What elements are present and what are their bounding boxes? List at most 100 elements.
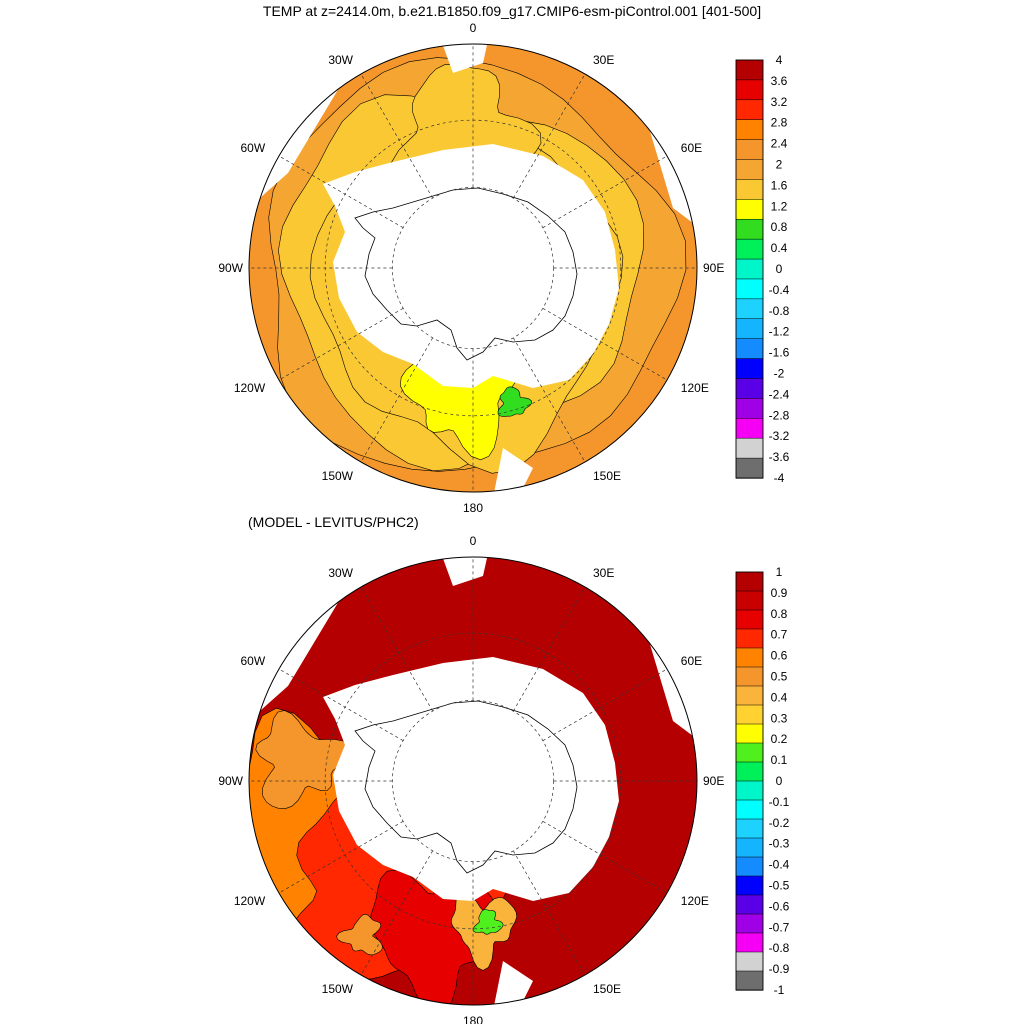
- colorbar-swatch: [735, 571, 764, 592]
- colorbar-swatch: [735, 780, 764, 801]
- colorbar-swatch: [735, 628, 764, 649]
- land-mask: [493, 448, 533, 492]
- colorbar-label: -0.3: [769, 837, 790, 851]
- longitude-label: 30E: [593, 566, 614, 580]
- colorbar-label: -0.4: [769, 858, 790, 872]
- colorbar-swatch: [735, 378, 764, 400]
- figure-title: TEMP at z=2414.0m, b.e21.B1850.f09_g17.C…: [262, 3, 762, 19]
- colorbar-label: -1.6: [769, 346, 790, 360]
- colorbar-label: 0.7: [771, 628, 788, 642]
- longitude-label: 60E: [681, 654, 702, 668]
- contour-patch: [472, 909, 504, 935]
- colorbar-swatch: [735, 647, 764, 668]
- colorbar-label: 0: [776, 262, 783, 276]
- model-temperature-map: 0 30E 60E 90E 120E 150E 180 150W 120W 90W 60W 30W: [218, 21, 724, 515]
- contour-patch: [336, 913, 383, 956]
- longitude-label: 120E: [681, 894, 709, 908]
- longitude-label: 90W: [218, 261, 243, 275]
- colorbar-swatch: [735, 258, 764, 280]
- colorbar-label: 2.8: [771, 116, 788, 130]
- colorbar-label: -1: [774, 983, 785, 997]
- longitude-label: 30E: [593, 53, 614, 67]
- colorbar-swatch: [735, 358, 764, 380]
- colorbar-label: -0.9: [769, 962, 790, 976]
- longitude-label: 0: [470, 534, 477, 548]
- longitude-label: 120E: [681, 381, 709, 395]
- colorbar-swatch: [735, 179, 764, 200]
- colorbar-swatch: [735, 238, 764, 260]
- colorbar-label: -2: [774, 367, 785, 381]
- colorbar-swatch: [735, 418, 764, 439]
- land-mask: [433, 44, 493, 73]
- longitude-label: 60W: [241, 141, 266, 155]
- longitude-label: 30W: [328, 566, 353, 580]
- longitude-label: 60W: [241, 654, 266, 668]
- longitude-label: 180: [463, 501, 483, 515]
- colorbar-swatch: [735, 894, 764, 915]
- colorbar-label: 1.6: [771, 178, 788, 192]
- graticule: [249, 44, 697, 492]
- colorbar-swatch: [735, 79, 764, 101]
- longitude-label: 90W: [218, 774, 243, 788]
- contour-patch: [255, 710, 353, 810]
- graticule: [249, 557, 697, 1005]
- land-mask: [493, 961, 533, 1005]
- longitude-label: 120W: [234, 894, 266, 908]
- colorbar-swatch: [735, 398, 764, 419]
- colorbar-label: 0.4: [771, 241, 788, 255]
- colorbar-swatch: [735, 685, 764, 706]
- longitude-label: 90E: [703, 261, 724, 275]
- colorbar-swatch: [735, 704, 764, 725]
- longitude-label: 150E: [593, 982, 621, 996]
- colorbar-label: -3.2: [769, 429, 790, 443]
- colorbar-swatch: [735, 59, 764, 81]
- colorbar-swatch: [735, 837, 764, 858]
- colorbar-swatch: [735, 119, 764, 141]
- colorbar-label: 1: [776, 565, 783, 579]
- longitude-label: 120W: [234, 381, 266, 395]
- colorbar-swatch: [735, 199, 764, 220]
- colorbar-label: 0.1: [771, 753, 788, 767]
- colorbar-swatch: [735, 742, 764, 763]
- colorbar-swatch: [735, 913, 764, 934]
- antarctica-coastline: [354, 187, 578, 361]
- colorbar-label: 2: [776, 158, 783, 172]
- longitude-label: 60E: [681, 141, 702, 155]
- colorbar-label: -1.2: [769, 325, 790, 339]
- colorbar-swatch: [735, 218, 764, 240]
- colorbar-label: 0.9: [771, 586, 788, 600]
- colorbar-label: -0.7: [769, 920, 790, 934]
- longitude-label: 90E: [703, 774, 724, 788]
- longitude-label: 180: [463, 1014, 483, 1024]
- colorbar-swatch: [735, 856, 764, 877]
- colorbar-label: -2.8: [769, 408, 790, 422]
- colorbar-swatch: [735, 437, 764, 459]
- colorbar-label: -0.2: [769, 816, 790, 830]
- colorbar-swatch: [735, 761, 764, 782]
- colorbar-swatch: [735, 298, 764, 320]
- colorbar-label: 0.3: [771, 711, 788, 725]
- colorbar-label: 0.8: [771, 220, 788, 234]
- colorbar-swatch: [735, 970, 764, 991]
- colorbar-label: 3.2: [771, 95, 788, 109]
- longitude-label: 30W: [328, 53, 353, 67]
- colorbar-label: -0.8: [769, 304, 790, 318]
- colorbar-label: -0.4: [769, 283, 790, 297]
- colorbar-swatch: [735, 318, 764, 340]
- colorbar-swatch: [735, 818, 764, 839]
- colorbar-label: 0.2: [771, 732, 788, 746]
- contour-patch: [497, 386, 533, 417]
- colorbar-swatch: [735, 609, 764, 630]
- colorbar-label: 0.4: [771, 690, 788, 704]
- longitude-label: 150W: [322, 469, 354, 483]
- colorbar-swatch: [735, 799, 764, 820]
- colorbar-label: 0.6: [771, 649, 788, 663]
- colorbar-label: -0.8: [769, 941, 790, 955]
- colorbar-label: 3.6: [771, 74, 788, 88]
- longitude-label: 0: [470, 21, 477, 35]
- model-minus-levitus-map: 0 30E 60E 90E 120E 150E 180 150W 120W 90W 60W 30W: [218, 534, 724, 1024]
- colorbar-swatch: [735, 139, 764, 161]
- longitude-label: 150E: [593, 469, 621, 483]
- difference-panel-title: (MODEL - LEVITUS/PHC2): [248, 514, 419, 530]
